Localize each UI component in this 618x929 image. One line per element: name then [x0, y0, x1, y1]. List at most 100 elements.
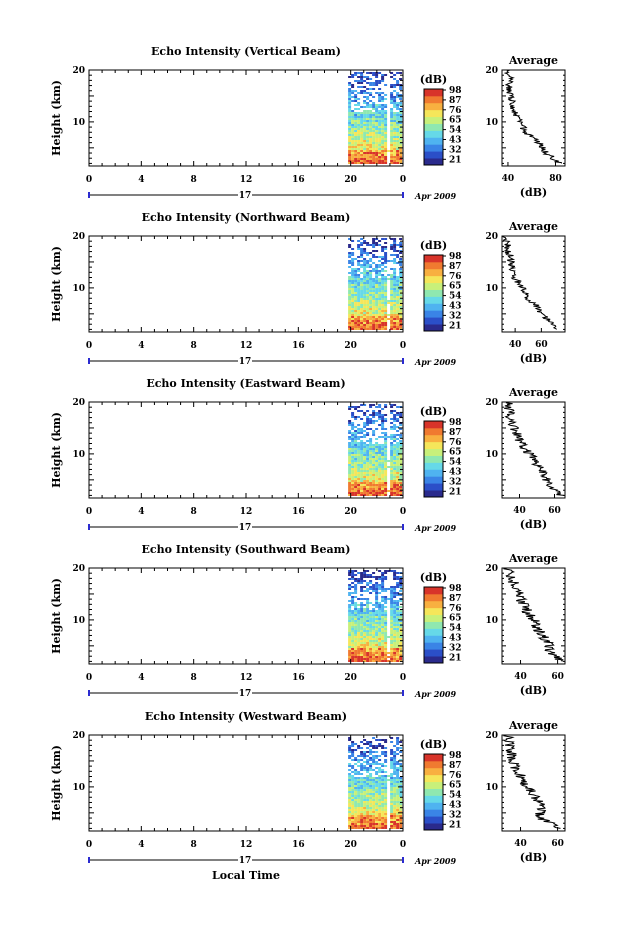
echo-cell: [348, 114, 352, 116]
echo-cell: [393, 608, 397, 610]
echo-cell: [354, 318, 358, 320]
echo-cell: [369, 582, 373, 584]
echo-cell: [369, 442, 373, 444]
echo-cell: [369, 404, 373, 406]
echo-cell: [384, 142, 388, 144]
echo-cell: [378, 126, 382, 128]
echo-cell: [348, 620, 352, 622]
echo-cell: [351, 434, 355, 436]
echo-cell: [348, 316, 352, 318]
echo-cell: [378, 116, 382, 118]
echo-cell: [357, 809, 361, 811]
echo-cell: [351, 616, 355, 618]
echo-cell: [348, 747, 352, 749]
echo-cell: [375, 811, 379, 813]
colorbar-segment: [424, 483, 443, 491]
echo-cell: [366, 136, 370, 138]
avg-y-tick-label: 10: [485, 783, 498, 793]
echo-cell: [360, 142, 364, 144]
echo-cell: [360, 590, 364, 592]
echo-cell: [357, 821, 361, 823]
echo-cell: [399, 462, 403, 464]
echo-cell: [390, 326, 394, 328]
echo-cell: [354, 408, 358, 410]
echo-cell: [375, 757, 379, 759]
echo-cell: [357, 296, 361, 298]
echo-cell: [363, 134, 367, 136]
echo-cell: [354, 749, 358, 751]
echo-cell: [354, 642, 358, 644]
echo-cell: [348, 266, 352, 268]
echo-cell: [381, 290, 385, 292]
echo-cell: [357, 656, 361, 658]
echo-cell: [396, 146, 400, 148]
average-profile-line: [503, 734, 561, 829]
echo-cell: [360, 811, 364, 813]
echo-cell: [372, 761, 376, 763]
echo-cell: [384, 262, 388, 264]
echo-cell: [348, 154, 352, 156]
echo-cell: [396, 761, 400, 763]
echo-cell: [375, 456, 379, 458]
echo-cell: [354, 620, 358, 622]
echo-cell: [351, 152, 355, 154]
echo-cell: [372, 286, 376, 288]
echo-cell: [357, 290, 361, 292]
echo-cell: [363, 604, 367, 606]
echo-cell: [381, 424, 385, 426]
echo-cell: [369, 622, 373, 624]
echo-cell: [363, 296, 367, 298]
echo-cell: [366, 755, 370, 757]
echo-cell: [348, 660, 352, 662]
echo-cell: [384, 266, 388, 268]
echo-cell: [369, 288, 373, 290]
echo-cell: [378, 92, 382, 94]
echo-cell: [384, 98, 388, 100]
echo-cell: [393, 324, 397, 326]
echo-cell: [360, 813, 364, 815]
echo-cell: [366, 160, 370, 162]
echo-cell: [390, 624, 394, 626]
echo-cell: [396, 773, 400, 775]
echo-cell: [378, 314, 382, 316]
echo-cell: [363, 612, 367, 614]
echo-cell: [393, 574, 397, 576]
echo-cell: [360, 320, 364, 322]
echo-cell: [357, 636, 361, 638]
echo-cell: [372, 88, 376, 90]
echo-cell: [357, 248, 361, 250]
echo-cell: [351, 302, 355, 304]
echo-cell: [348, 310, 352, 312]
echo-cell: [381, 572, 385, 574]
colorbar-segment: [424, 151, 443, 159]
echo-cell: [363, 318, 367, 320]
echo-cell: [369, 805, 373, 807]
echo-cell: [348, 92, 352, 94]
echo-cell: [354, 640, 358, 642]
echo-cell: [354, 480, 358, 482]
echo-cell: [369, 618, 373, 620]
echo-cell: [351, 490, 355, 492]
echo-cell: [375, 242, 379, 244]
echo-cell: [369, 646, 373, 648]
echo-cell: [390, 148, 394, 150]
echo-cell: [369, 775, 373, 777]
echo-cell: [372, 118, 376, 120]
echo-cell: [390, 791, 394, 793]
echo-cell: [396, 134, 400, 136]
echo-cell: [399, 751, 403, 753]
echo-cell: [351, 745, 355, 747]
echo-cell: [384, 286, 388, 288]
echo-cell: [396, 108, 400, 110]
echo-cell: [360, 488, 364, 490]
echo-cell: [396, 162, 400, 164]
echo-cell: [348, 436, 352, 438]
echo-cell: [369, 797, 373, 799]
echo-cell: [378, 763, 382, 765]
echo-cell: [378, 278, 382, 280]
echo-cell: [354, 462, 358, 464]
echo-cell: [399, 446, 403, 448]
echo-cell: [396, 737, 400, 739]
echo-cell: [354, 474, 358, 476]
echo-cell: [372, 162, 376, 164]
